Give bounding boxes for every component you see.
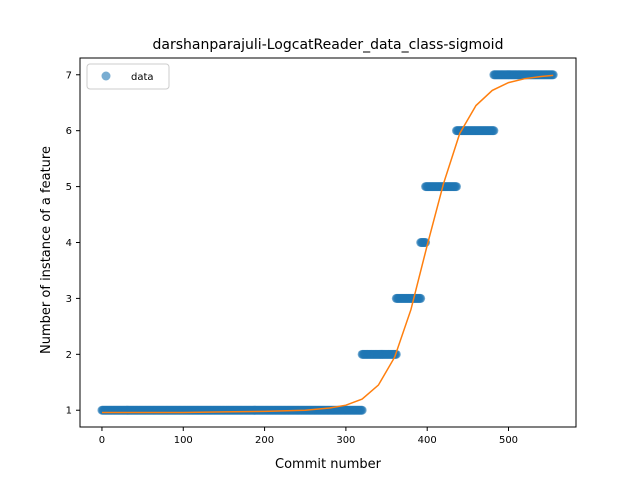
legend-marker (101, 71, 111, 81)
chart-title: darshanparajuli-LogcatReader_data_class-… (153, 37, 504, 53)
x-tick-label: 300 (336, 435, 355, 446)
sigmoid-fit-line (101, 74, 554, 414)
legend: data (86, 63, 170, 90)
y-tick-label: 2 (66, 350, 72, 361)
y-tick-label: 1 (66, 406, 72, 417)
y-tick-label: 6 (66, 126, 72, 137)
data-point (357, 405, 367, 415)
x-tick-label: 200 (255, 435, 274, 446)
data-point (451, 182, 461, 192)
legend-label: data (131, 72, 154, 83)
y-tick-label: 4 (66, 238, 72, 249)
y-tick-label: 7 (66, 70, 72, 81)
x-axis-label: Commit number (275, 457, 382, 472)
legend-box (86, 63, 170, 90)
x-tick-label: 100 (174, 435, 193, 446)
x-tick-label: 500 (499, 435, 518, 446)
x-tick-label: 0 (99, 435, 105, 446)
data-point (416, 293, 426, 303)
y-tick-label: 3 (66, 294, 72, 305)
data-point (489, 126, 499, 136)
y-axis-label: Number of instance of a feature (39, 146, 54, 354)
data-point (548, 70, 558, 80)
x-tick-label: 400 (418, 435, 437, 446)
y-tick-label: 5 (66, 182, 72, 193)
plot-area: 0 100 200 300 400 500 1 2 3 4 5 6 7 data (66, 57, 577, 446)
